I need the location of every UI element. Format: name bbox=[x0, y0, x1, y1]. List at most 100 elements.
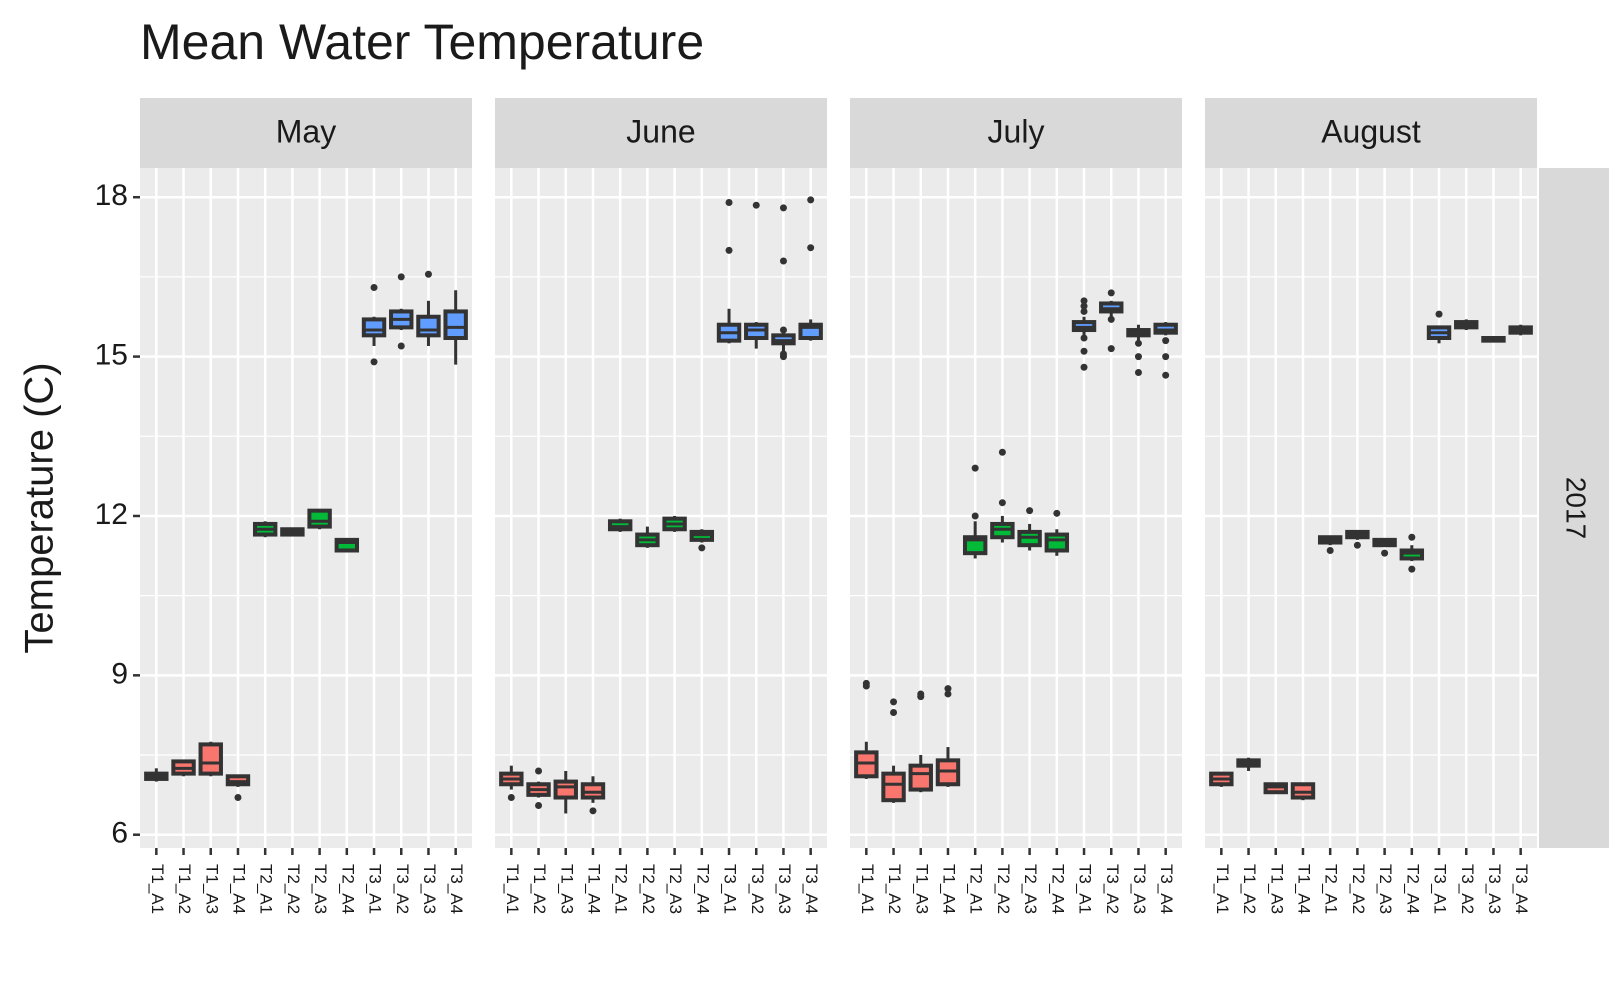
x-tick-label: T3_A2 bbox=[393, 864, 412, 914]
outlier bbox=[1053, 509, 1061, 517]
x-tick-label: T2_A2 bbox=[284, 864, 303, 914]
facet-strip bbox=[495, 98, 827, 168]
outlier bbox=[507, 794, 515, 802]
panel-background bbox=[1205, 168, 1537, 848]
outlier bbox=[1162, 337, 1170, 345]
outlier bbox=[1107, 289, 1115, 297]
x-tick-label: T3_A3 bbox=[1485, 864, 1504, 914]
x-tick-label: T3_A1 bbox=[1076, 864, 1095, 914]
outlier bbox=[944, 685, 952, 693]
box bbox=[443, 309, 468, 340]
x-tick-label: T2_A4 bbox=[693, 864, 712, 914]
x-tick-label: T3_A1 bbox=[721, 864, 740, 914]
x-tick-label: T2_A2 bbox=[639, 864, 658, 914]
outlier bbox=[1134, 353, 1142, 361]
outlier bbox=[998, 499, 1006, 507]
outlier bbox=[1408, 565, 1416, 573]
outlier bbox=[370, 284, 378, 292]
x-tick-label: T3_A2 bbox=[1103, 864, 1122, 914]
outlier bbox=[1080, 347, 1088, 355]
x-tick-label: T3_A2 bbox=[1458, 864, 1477, 914]
outlier bbox=[917, 690, 925, 698]
outlier bbox=[424, 270, 432, 278]
x-tick-label: T1_A4 bbox=[584, 864, 603, 914]
x-tick-label: T3_A3 bbox=[1130, 864, 1149, 914]
box bbox=[361, 317, 387, 338]
x-tick-label: T2_A3 bbox=[1021, 864, 1040, 914]
outlier bbox=[1353, 541, 1361, 549]
x-tick-label: T1_A4 bbox=[1294, 864, 1313, 914]
x-tick-label: T3_A2 bbox=[748, 864, 767, 914]
outlier bbox=[1134, 369, 1142, 377]
x-tick-label: T1_A2 bbox=[175, 864, 194, 914]
x-tick-label: T3_A4 bbox=[1157, 864, 1176, 914]
outlier bbox=[370, 358, 378, 366]
facet-title: June bbox=[626, 113, 695, 149]
box bbox=[198, 742, 223, 776]
outlier bbox=[971, 464, 979, 472]
chart-title: Mean Water Temperature bbox=[140, 14, 704, 70]
outlier bbox=[1326, 547, 1334, 554]
outlier bbox=[1107, 315, 1115, 323]
outlier bbox=[1080, 363, 1088, 371]
outlier bbox=[1026, 507, 1034, 515]
box bbox=[553, 779, 578, 800]
outlier bbox=[725, 199, 733, 207]
x-tick-label: T1_A1 bbox=[503, 864, 522, 914]
x-tick-label: T2_A1 bbox=[1322, 864, 1341, 914]
y-tick-label: 18 bbox=[95, 179, 128, 212]
x-tick-label: T1_A3 bbox=[1267, 864, 1286, 914]
outlier bbox=[1162, 371, 1170, 379]
x-tick-label: T1_A4 bbox=[939, 864, 958, 914]
facet-strip bbox=[140, 98, 472, 168]
outlier bbox=[725, 246, 733, 254]
outlier bbox=[1134, 339, 1142, 347]
outlier bbox=[890, 709, 898, 717]
x-tick-label: T3_A4 bbox=[1512, 864, 1531, 914]
y-tick-label: 6 bbox=[111, 817, 128, 850]
outlier bbox=[535, 802, 543, 809]
x-tick-label: T1_A1 bbox=[1213, 864, 1232, 914]
outlier bbox=[807, 196, 815, 204]
outlier bbox=[971, 512, 979, 520]
x-tick-label: T2_A3 bbox=[666, 864, 685, 914]
outlier bbox=[890, 698, 898, 706]
x-tick-label: T3_A3 bbox=[775, 864, 794, 914]
facet-title: August bbox=[1321, 113, 1421, 149]
x-tick-label: T2_A4 bbox=[338, 864, 357, 914]
x-tick-label: T1_A2 bbox=[530, 864, 549, 914]
outlier bbox=[397, 273, 405, 281]
row-strip bbox=[1539, 168, 1609, 848]
outlier bbox=[944, 690, 952, 698]
box bbox=[908, 763, 933, 792]
outlier bbox=[397, 342, 405, 350]
x-tick-label: T1_A1 bbox=[148, 864, 167, 914]
x-tick-label: T1_A3 bbox=[912, 864, 931, 914]
outlier bbox=[779, 204, 787, 212]
box bbox=[1044, 532, 1070, 553]
x-tick-label: T2_A3 bbox=[311, 864, 330, 914]
x-tick-label: T1_A1 bbox=[858, 864, 877, 914]
x-tick-label: T2_A3 bbox=[1376, 864, 1395, 914]
y-tick-label: 9 bbox=[111, 657, 128, 690]
panel-background bbox=[495, 168, 827, 848]
outlier bbox=[1080, 297, 1088, 305]
outlier bbox=[698, 544, 706, 552]
facet-strip bbox=[850, 98, 1182, 168]
box bbox=[881, 771, 906, 803]
x-tick-label: T3_A1 bbox=[366, 864, 385, 914]
box bbox=[307, 508, 332, 529]
outlier bbox=[998, 448, 1006, 456]
x-tick-label: T3_A4 bbox=[802, 864, 821, 914]
x-tick-label: T1_A2 bbox=[885, 864, 904, 914]
x-tick-label: T2_A1 bbox=[612, 864, 631, 914]
outlier bbox=[535, 767, 543, 775]
x-tick-label: T2_A4 bbox=[1048, 864, 1067, 914]
x-tick-label: T1_A3 bbox=[202, 864, 221, 914]
x-tick-label: T3_A4 bbox=[447, 864, 466, 914]
outlier bbox=[234, 794, 242, 802]
outlier bbox=[779, 353, 787, 361]
y-tick-label: 15 bbox=[95, 339, 128, 372]
x-tick-label: T2_A1 bbox=[967, 864, 986, 914]
